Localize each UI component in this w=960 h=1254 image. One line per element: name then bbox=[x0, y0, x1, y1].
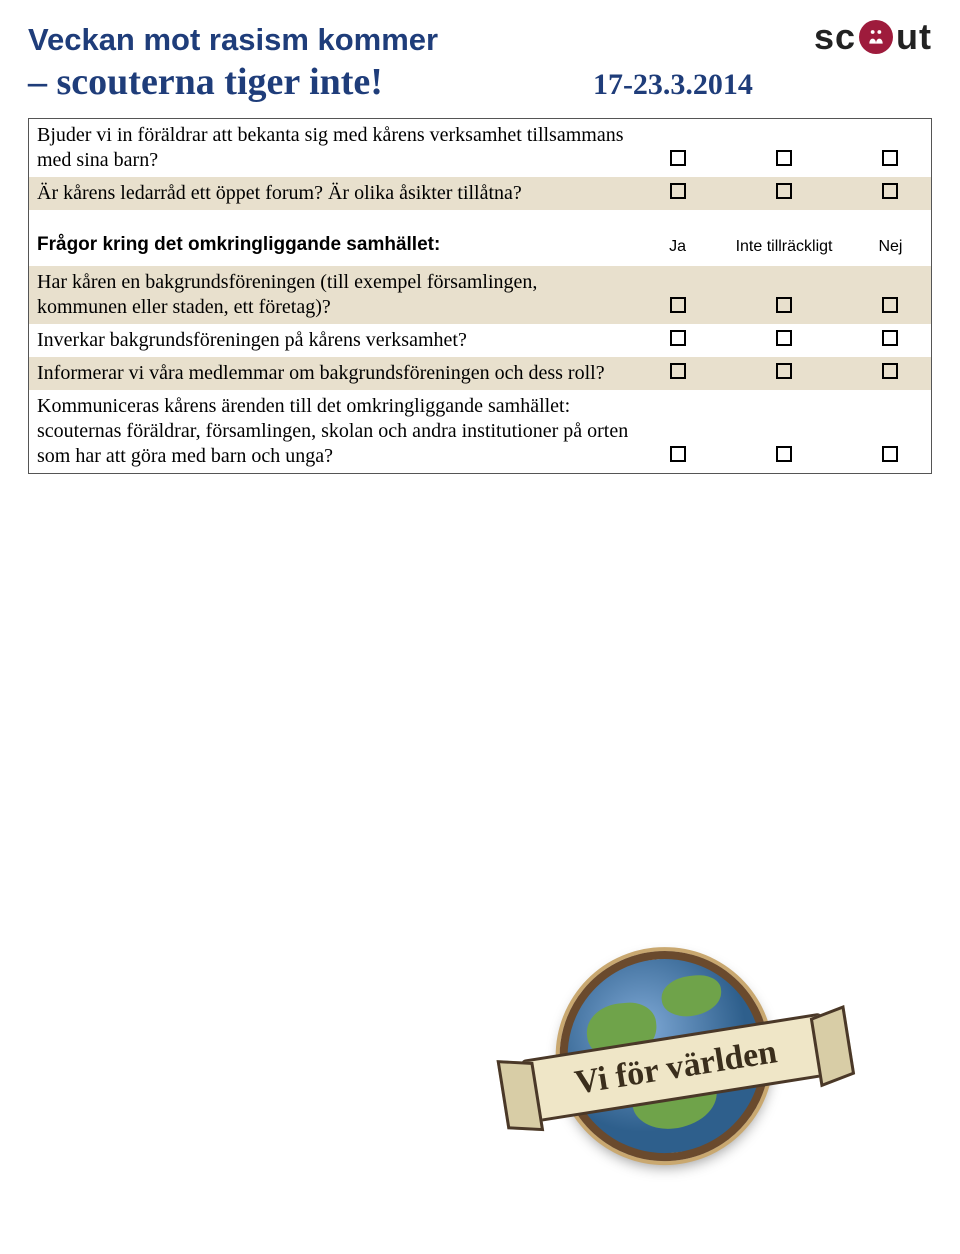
table-row: Informerar vi våra medlemmar om bakgrund… bbox=[29, 357, 931, 390]
checkbox-cell bbox=[850, 177, 931, 210]
spacer-row bbox=[29, 210, 931, 224]
checkbox[interactable] bbox=[882, 446, 898, 462]
table-row: Inverkar bakgrundsföreningen på kårens v… bbox=[29, 324, 931, 357]
checkbox-cell bbox=[718, 390, 850, 473]
checkbox-cell bbox=[637, 390, 718, 473]
checkbox-cell bbox=[637, 324, 718, 357]
question-text: Bjuder vi in föräldrar att bekanta sig m… bbox=[29, 119, 637, 177]
survey-box: Bjuder vi in föräldrar att bekanta sig m… bbox=[28, 118, 932, 474]
checkbox-cell bbox=[718, 119, 850, 177]
checkbox[interactable] bbox=[776, 446, 792, 462]
checkbox-cell bbox=[637, 119, 718, 177]
checkbox[interactable] bbox=[882, 363, 898, 379]
table-row: Kommuniceras kårens ärenden till det omk… bbox=[29, 390, 931, 473]
logo-text-after: ut bbox=[896, 16, 932, 58]
column-header-inte: Inte tillräckligt bbox=[718, 224, 850, 266]
checkbox-cell bbox=[850, 390, 931, 473]
checkbox[interactable] bbox=[670, 297, 686, 313]
checkbox-cell bbox=[718, 357, 850, 390]
page-header: Veckan mot rasism kommer – scouterna tig… bbox=[28, 20, 932, 104]
checkbox-cell bbox=[850, 266, 931, 324]
checkbox[interactable] bbox=[776, 297, 792, 313]
question-text: Kommuniceras kårens ärenden till det omk… bbox=[29, 390, 637, 473]
logo-emblem-icon bbox=[859, 20, 893, 54]
checkbox-cell bbox=[850, 119, 931, 177]
logo-text-before: sc bbox=[814, 16, 856, 58]
checkbox[interactable] bbox=[882, 183, 898, 199]
column-header-ja: Ja bbox=[637, 224, 718, 266]
globe-badge-icon: Vi för världen bbox=[519, 929, 831, 1188]
survey-table: Bjuder vi in föräldrar att bekanta sig m… bbox=[29, 119, 931, 473]
header-date: 17-23.3.2014 bbox=[593, 68, 753, 102]
question-text: Inverkar bakgrundsföreningen på kårens v… bbox=[29, 324, 637, 357]
checkbox[interactable] bbox=[670, 363, 686, 379]
table-row: Bjuder vi in föräldrar att bekanta sig m… bbox=[29, 119, 931, 177]
checkbox[interactable] bbox=[882, 330, 898, 346]
checkbox[interactable] bbox=[776, 150, 792, 166]
checkbox[interactable] bbox=[670, 150, 686, 166]
checkbox-cell bbox=[718, 177, 850, 210]
checkbox-cell bbox=[850, 324, 931, 357]
question-text: Har kåren en bakgrundsföreningen (till e… bbox=[29, 266, 637, 324]
checkbox[interactable] bbox=[776, 330, 792, 346]
checkbox[interactable] bbox=[670, 446, 686, 462]
checkbox-cell bbox=[637, 357, 718, 390]
title-line-1: Veckan mot rasism kommer bbox=[28, 20, 814, 60]
title-block: Veckan mot rasism kommer – scouterna tig… bbox=[28, 20, 814, 104]
checkbox-cell bbox=[850, 357, 931, 390]
checkbox-cell bbox=[637, 177, 718, 210]
checkbox[interactable] bbox=[882, 297, 898, 313]
checkbox[interactable] bbox=[776, 363, 792, 379]
section-header-row: Frågor kring det omkringliggande samhäll… bbox=[29, 224, 931, 266]
table-row: Är kårens ledarråd ett öppet forum? Är o… bbox=[29, 177, 931, 210]
checkbox[interactable] bbox=[776, 183, 792, 199]
checkbox[interactable] bbox=[670, 330, 686, 346]
title-line-2: – scouterna tiger inte! bbox=[28, 60, 383, 104]
scout-logo: sc ut bbox=[814, 16, 932, 58]
checkbox[interactable] bbox=[882, 150, 898, 166]
question-text: Informerar vi våra medlemmar om bakgrund… bbox=[29, 357, 637, 390]
section-heading: Frågor kring det omkringliggande samhäll… bbox=[29, 224, 637, 266]
checkbox-cell bbox=[718, 266, 850, 324]
table-row: Har kåren en bakgrundsföreningen (till e… bbox=[29, 266, 931, 324]
checkbox-cell bbox=[637, 266, 718, 324]
title-row-2: – scouterna tiger inte! 17-23.3.2014 bbox=[28, 60, 814, 104]
checkbox-cell bbox=[718, 324, 850, 357]
checkbox[interactable] bbox=[670, 183, 686, 199]
question-text: Är kårens ledarråd ett öppet forum? Är o… bbox=[29, 177, 637, 210]
column-header-nej: Nej bbox=[850, 224, 931, 266]
